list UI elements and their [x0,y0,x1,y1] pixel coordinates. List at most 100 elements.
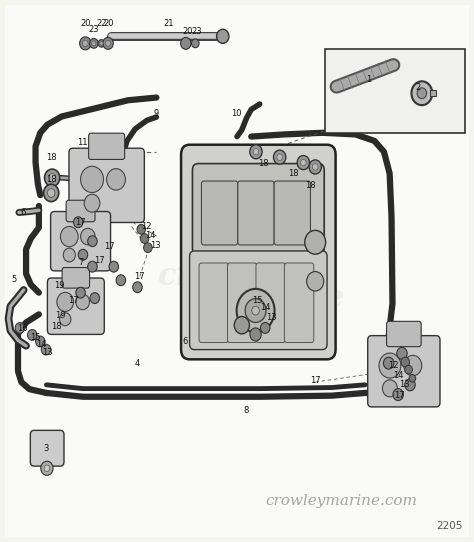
FancyBboxPatch shape [199,263,228,343]
Text: 1: 1 [366,75,372,83]
Circle shape [260,322,270,333]
Circle shape [234,317,249,334]
Text: 13: 13 [266,313,277,321]
Text: 18: 18 [46,176,56,184]
Text: 4: 4 [135,359,140,367]
Circle shape [405,379,415,391]
Circle shape [76,294,90,309]
Text: 8: 8 [244,406,249,415]
Text: 17: 17 [310,376,320,385]
Circle shape [137,224,146,234]
Circle shape [144,243,152,253]
Text: crowley: crowley [158,261,288,292]
Circle shape [47,189,55,197]
Circle shape [41,344,51,355]
Circle shape [237,289,274,332]
Circle shape [98,40,105,47]
Circle shape [80,37,91,50]
Circle shape [250,328,261,341]
Circle shape [92,41,96,46]
Circle shape [417,88,427,99]
Text: 17: 17 [104,242,114,251]
Circle shape [73,217,83,228]
Circle shape [107,169,126,190]
Text: 12: 12 [388,362,399,370]
Text: 13: 13 [150,241,161,250]
Text: 18: 18 [258,159,268,168]
Circle shape [90,38,98,48]
Circle shape [61,227,78,247]
Circle shape [397,347,407,359]
Circle shape [109,261,118,272]
Text: 9: 9 [154,109,159,118]
Text: 22: 22 [97,19,107,28]
Circle shape [78,249,88,260]
Circle shape [60,313,71,326]
Circle shape [191,39,199,48]
Text: 11: 11 [77,138,87,146]
Text: 3: 3 [43,444,49,453]
Circle shape [305,230,326,254]
Circle shape [297,156,310,170]
Text: 2205: 2205 [436,521,462,531]
FancyBboxPatch shape [256,263,285,343]
Circle shape [103,37,113,49]
Text: 18: 18 [288,169,298,178]
Circle shape [116,275,126,286]
FancyBboxPatch shape [51,211,110,271]
Text: 19: 19 [54,281,64,290]
Text: 15: 15 [30,333,41,341]
FancyBboxPatch shape [190,251,327,350]
Circle shape [88,261,97,272]
Circle shape [411,81,432,105]
Circle shape [312,164,318,170]
FancyBboxPatch shape [238,181,274,245]
Text: 10: 10 [231,109,241,118]
Bar [325,49,465,133]
FancyBboxPatch shape [62,268,90,288]
FancyBboxPatch shape [181,145,336,359]
Text: 17: 17 [394,391,405,400]
Text: crowleymarine.com: crowleymarine.com [265,494,417,508]
Text: 23: 23 [191,27,202,36]
FancyBboxPatch shape [368,335,440,407]
Text: 17: 17 [135,272,145,281]
Circle shape [81,228,95,245]
Circle shape [393,389,403,401]
FancyBboxPatch shape [66,200,95,222]
FancyBboxPatch shape [192,164,324,255]
Text: 14: 14 [36,340,47,349]
FancyBboxPatch shape [201,181,238,245]
Circle shape [273,150,286,164]
Text: 13: 13 [399,380,410,389]
Text: 14: 14 [393,371,403,380]
Circle shape [82,40,88,47]
FancyBboxPatch shape [228,263,257,343]
Text: 6: 6 [20,208,26,217]
Circle shape [383,380,397,397]
Circle shape [88,236,97,247]
Circle shape [245,299,266,322]
Circle shape [217,29,229,43]
Circle shape [41,461,53,475]
Text: 17: 17 [94,256,105,264]
FancyBboxPatch shape [69,148,144,222]
Circle shape [36,336,45,347]
Text: 15: 15 [252,296,263,305]
Text: 20: 20 [104,19,114,28]
Circle shape [140,234,149,243]
Circle shape [383,357,394,369]
Text: 5: 5 [11,275,17,283]
Circle shape [105,41,110,46]
Text: 21: 21 [163,19,173,28]
Circle shape [81,166,103,192]
Circle shape [44,184,59,202]
Circle shape [84,195,100,212]
Text: 7: 7 [78,259,83,267]
Text: 14: 14 [260,304,271,312]
Circle shape [309,160,321,174]
Circle shape [252,306,259,315]
Circle shape [44,465,50,472]
FancyBboxPatch shape [274,181,310,245]
Circle shape [379,353,401,378]
